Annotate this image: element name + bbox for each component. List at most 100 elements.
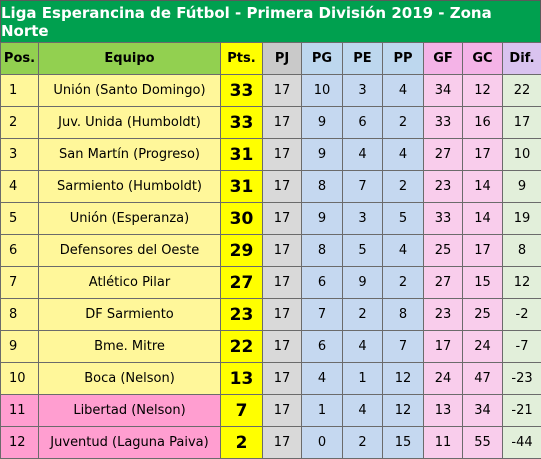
cell-pe: 2 xyxy=(342,298,383,331)
cell-pj: 17 xyxy=(262,394,302,427)
cell-pj: 17 xyxy=(262,298,302,331)
table-row: 9 Bme. Mitre 22 17 6 4 7 17 24 -7 xyxy=(0,330,541,363)
header-dif: Dif. xyxy=(502,42,541,75)
cell-equipo: Juv. Unida (Humboldt) xyxy=(38,106,221,139)
cell-gc: 14 xyxy=(462,202,503,235)
table-title: Liga Esperancina de Fútbol - Primera Div… xyxy=(0,0,541,42)
cell-equipo: Unión (Santo Domingo) xyxy=(38,74,221,107)
cell-pp: 15 xyxy=(382,426,424,459)
cell-gc: 12 xyxy=(462,74,503,107)
header-pg: PG xyxy=(301,42,343,75)
cell-gc: 47 xyxy=(462,362,503,395)
cell-dif: 17 xyxy=(502,106,541,139)
cell-pts: 2 xyxy=(220,426,263,459)
table-row: 2 Juv. Unida (Humboldt) 33 17 9 6 2 33 16 17 xyxy=(0,106,541,139)
cell-pos: 10 xyxy=(0,362,39,395)
cell-pp: 12 xyxy=(382,362,424,395)
cell-pj: 17 xyxy=(262,266,302,299)
cell-pp: 2 xyxy=(382,170,424,203)
cell-pe: 3 xyxy=(342,202,383,235)
cell-pe: 9 xyxy=(342,266,383,299)
cell-pg: 0 xyxy=(301,426,343,459)
cell-pts: 29 xyxy=(220,234,263,267)
cell-pos: 12 xyxy=(0,426,39,459)
cell-pj: 17 xyxy=(262,426,302,459)
table-row: 7 Atlético Pilar 27 17 6 9 2 27 15 12 xyxy=(0,266,541,299)
cell-pp: 5 xyxy=(382,202,424,235)
header-gf: GF xyxy=(423,42,463,75)
cell-gc: 25 xyxy=(462,298,503,331)
table-row: 4 Sarmiento (Humboldt) 31 17 8 7 2 23 14 9 xyxy=(0,170,541,203)
header-row: Pos. Equipo Pts. PJ PG PE PP GF GC Dif. xyxy=(0,42,541,75)
cell-pp: 8 xyxy=(382,298,424,331)
cell-equipo: Juventud (Laguna Paiva) xyxy=(38,426,221,459)
cell-pj: 17 xyxy=(262,202,302,235)
cell-gf: 17 xyxy=(423,330,463,363)
cell-pp: 2 xyxy=(382,266,424,299)
cell-pos: 4 xyxy=(0,170,39,203)
cell-pg: 4 xyxy=(301,362,343,395)
cell-dif: 12 xyxy=(502,266,541,299)
cell-gf: 34 xyxy=(423,74,463,107)
cell-pe: 3 xyxy=(342,74,383,107)
cell-pts: 33 xyxy=(220,74,263,107)
cell-equipo: Boca (Nelson) xyxy=(38,362,221,395)
cell-equipo: Libertad (Nelson) xyxy=(38,394,221,427)
cell-gc: 17 xyxy=(462,234,503,267)
cell-pp: 12 xyxy=(382,394,424,427)
cell-pts: 23 xyxy=(220,298,263,331)
table-row: 8 DF Sarmiento 23 17 7 2 8 23 25 -2 xyxy=(0,298,541,331)
cell-gc: 16 xyxy=(462,106,503,139)
cell-pos: 7 xyxy=(0,266,39,299)
cell-pj: 17 xyxy=(262,330,302,363)
cell-pj: 17 xyxy=(262,106,302,139)
table-row: 1 Unión (Santo Domingo) 33 17 10 3 4 34 12 22 xyxy=(0,74,541,107)
cell-gc: 17 xyxy=(462,138,503,171)
cell-pts: 31 xyxy=(220,138,263,171)
cell-pos: 3 xyxy=(0,138,39,171)
cell-dif: 9 xyxy=(502,170,541,203)
cell-pg: 6 xyxy=(301,266,343,299)
cell-pos: 11 xyxy=(0,394,39,427)
cell-pe: 1 xyxy=(342,362,383,395)
cell-gc: 34 xyxy=(462,394,503,427)
cell-pts: 13 xyxy=(220,362,263,395)
cell-pts: 7 xyxy=(220,394,263,427)
cell-pg: 9 xyxy=(301,202,343,235)
cell-gf: 24 xyxy=(423,362,463,395)
cell-pj: 17 xyxy=(262,138,302,171)
table-row: 6 Defensores del Oeste 29 17 8 5 4 25 17 8 xyxy=(0,234,541,267)
table-row: 12 Juventud (Laguna Paiva) 2 17 0 2 15 11 55 -44 xyxy=(0,426,541,459)
cell-pts: 31 xyxy=(220,170,263,203)
cell-dif: -2 xyxy=(502,298,541,331)
cell-pe: 4 xyxy=(342,330,383,363)
cell-equipo: Bme. Mitre xyxy=(38,330,221,363)
cell-dif: -21 xyxy=(502,394,541,427)
standings-table: Pos. Equipo Pts. PJ PG PE PP GF GC Dif. … xyxy=(0,42,541,459)
cell-pos: 8 xyxy=(0,298,39,331)
cell-pe: 4 xyxy=(342,138,383,171)
header-gc: GC xyxy=(462,42,503,75)
table-row: 11 Libertad (Nelson) 7 17 1 4 12 13 34 -21 xyxy=(0,394,541,427)
cell-pj: 17 xyxy=(262,74,302,107)
table-row: 3 San Martín (Progreso) 31 17 9 4 4 27 17 10 xyxy=(0,138,541,171)
cell-gc: 14 xyxy=(462,170,503,203)
cell-pp: 2 xyxy=(382,106,424,139)
cell-pe: 4 xyxy=(342,394,383,427)
cell-pos: 9 xyxy=(0,330,39,363)
cell-gf: 33 xyxy=(423,202,463,235)
cell-pos: 2 xyxy=(0,106,39,139)
cell-pg: 8 xyxy=(301,170,343,203)
cell-dif: 8 xyxy=(502,234,541,267)
cell-gf: 23 xyxy=(423,170,463,203)
cell-gf: 23 xyxy=(423,298,463,331)
cell-pts: 33 xyxy=(220,106,263,139)
cell-pg: 6 xyxy=(301,330,343,363)
cell-dif: 10 xyxy=(502,138,541,171)
cell-pos: 5 xyxy=(0,202,39,235)
cell-pos: 6 xyxy=(0,234,39,267)
cell-pts: 22 xyxy=(220,330,263,363)
cell-pg: 1 xyxy=(301,394,343,427)
cell-gf: 27 xyxy=(423,266,463,299)
